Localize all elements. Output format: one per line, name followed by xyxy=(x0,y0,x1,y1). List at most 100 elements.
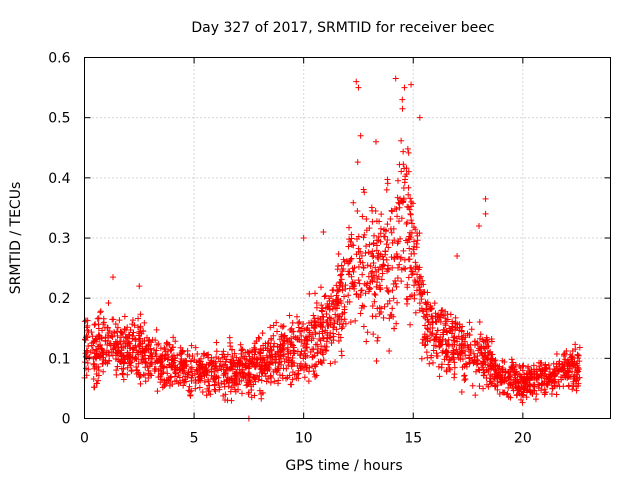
data-point xyxy=(355,84,362,91)
data-point xyxy=(233,354,240,361)
data-point xyxy=(388,207,395,214)
data-point xyxy=(276,372,283,379)
data-point xyxy=(228,346,235,353)
data-point xyxy=(407,264,414,271)
data-point xyxy=(556,383,563,390)
data-point xyxy=(327,360,334,367)
data-point xyxy=(126,345,133,352)
data-point xyxy=(509,381,516,388)
data-point xyxy=(104,324,111,331)
data-point xyxy=(120,376,127,383)
data-point xyxy=(549,378,556,385)
data-point xyxy=(287,341,294,348)
data-point xyxy=(369,253,376,260)
data-point xyxy=(397,235,404,242)
data-point xyxy=(118,347,125,354)
data-point xyxy=(127,326,134,333)
data-point xyxy=(347,319,354,326)
data-point xyxy=(301,374,308,381)
data-point xyxy=(309,346,316,353)
data-point xyxy=(341,293,348,300)
data-point xyxy=(128,368,135,375)
data-point xyxy=(192,344,199,351)
data-point xyxy=(410,246,417,253)
data-point xyxy=(393,320,400,327)
data-point xyxy=(280,323,287,330)
data-point xyxy=(513,368,520,375)
data-point xyxy=(119,371,126,378)
data-point xyxy=(302,362,309,369)
data-point xyxy=(345,292,352,299)
data-point xyxy=(363,227,370,234)
data-point xyxy=(267,324,274,331)
data-point xyxy=(251,351,258,358)
data-point xyxy=(197,362,204,369)
data-point xyxy=(186,353,193,360)
data-point xyxy=(148,355,155,362)
data-point xyxy=(185,370,192,377)
data-point xyxy=(172,355,179,362)
data-point xyxy=(434,327,441,334)
data-point xyxy=(439,307,446,314)
data-point xyxy=(259,389,266,396)
data-point xyxy=(428,354,435,361)
data-point xyxy=(284,344,291,351)
data-point xyxy=(389,208,396,215)
data-point xyxy=(497,368,504,375)
data-point xyxy=(427,303,434,310)
data-point xyxy=(431,342,438,349)
data-point xyxy=(565,383,572,390)
data-point xyxy=(259,369,266,376)
data-point xyxy=(93,338,100,345)
data-point xyxy=(159,351,166,358)
data-point xyxy=(398,137,405,144)
data-point xyxy=(502,368,509,375)
data-point xyxy=(384,236,391,243)
data-point xyxy=(403,300,410,307)
data-point xyxy=(394,240,401,247)
data-point xyxy=(229,366,236,373)
data-point xyxy=(270,322,277,329)
data-point xyxy=(92,354,99,361)
data-point xyxy=(474,360,481,367)
grid-lines xyxy=(84,57,611,419)
data-point xyxy=(337,279,344,286)
data-point xyxy=(436,339,443,346)
data-point xyxy=(98,334,105,341)
data-point xyxy=(389,305,396,312)
data-point xyxy=(117,328,124,335)
data-point xyxy=(210,375,217,382)
data-point xyxy=(450,334,457,341)
data-point xyxy=(395,199,402,206)
data-point xyxy=(407,234,414,241)
data-point xyxy=(276,358,283,365)
data-point xyxy=(283,365,290,372)
data-point xyxy=(402,265,409,272)
data-point xyxy=(176,374,183,381)
data-point xyxy=(306,290,313,297)
data-point xyxy=(320,335,327,342)
data-point xyxy=(287,357,294,364)
data-point xyxy=(224,365,231,372)
data-point xyxy=(312,321,319,328)
data-point xyxy=(260,354,267,361)
data-point xyxy=(351,264,358,271)
data-point xyxy=(488,351,495,358)
data-point xyxy=(352,317,359,324)
data-point xyxy=(295,367,302,374)
data-point xyxy=(468,326,475,333)
data-point xyxy=(263,378,270,385)
data-point xyxy=(333,326,340,333)
data-point xyxy=(219,354,226,361)
data-point xyxy=(177,344,184,351)
data-point xyxy=(569,348,576,355)
data-point xyxy=(193,359,200,366)
data-point xyxy=(217,363,224,370)
data-point xyxy=(536,366,543,373)
data-point xyxy=(135,369,142,376)
data-point xyxy=(414,264,421,271)
data-point xyxy=(205,387,212,394)
data-point xyxy=(511,369,518,376)
data-point xyxy=(461,338,468,345)
data-point xyxy=(551,383,558,390)
